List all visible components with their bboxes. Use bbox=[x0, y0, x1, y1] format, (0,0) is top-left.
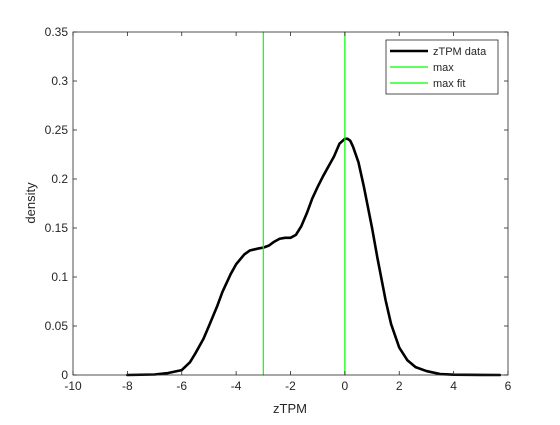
y-tick-label: 0.1 bbox=[51, 270, 68, 284]
x-tick-label: -4 bbox=[231, 379, 242, 393]
y-tick-label: 0.3 bbox=[51, 74, 68, 88]
x-tick-label: -8 bbox=[122, 379, 133, 393]
x-axis-title: zTPM bbox=[273, 401, 307, 416]
y-axis-title: density bbox=[23, 182, 38, 224]
series-layer bbox=[126, 31, 502, 377]
x-tick-label: -2 bbox=[285, 379, 296, 393]
y-tick-label: 0.25 bbox=[45, 123, 69, 137]
x-tick-label: -6 bbox=[176, 379, 187, 393]
ticks-layer: -10 -8 -6 -4 -2 0 2 4 6 0 0.05 0.1 0.15 0.2 0.25 0.3 0.3… bbox=[45, 25, 512, 393]
y-tick-label: 0.15 bbox=[45, 221, 69, 235]
x-tick-label: 6 bbox=[505, 379, 512, 393]
y-tick-label: 0.35 bbox=[45, 25, 69, 39]
x-tick-label: 4 bbox=[450, 379, 457, 393]
y-tick-label: 0 bbox=[61, 368, 68, 382]
legend-label: max bbox=[433, 62, 454, 74]
y-tick-label: 0.05 bbox=[45, 319, 69, 333]
x-tick-label: 0 bbox=[342, 379, 349, 393]
ztpm-data-line bbox=[126, 137, 502, 377]
legend-label: max fit bbox=[433, 78, 465, 90]
legend-label: zTPM data bbox=[433, 46, 487, 58]
y-tick-label: 0.2 bbox=[51, 172, 68, 186]
legend: zTPM data max max fit bbox=[385, 39, 499, 95]
x-tick-label: -10 bbox=[64, 379, 82, 393]
x-tick-label: 2 bbox=[396, 379, 403, 393]
